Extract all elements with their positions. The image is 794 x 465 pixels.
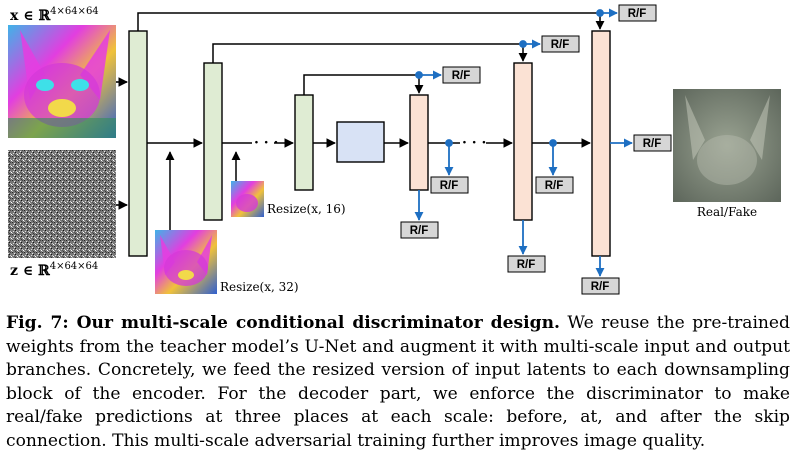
- encoder-block-3: [294, 94, 314, 191]
- rf-box-decoder2-after: R/F: [507, 255, 546, 273]
- svg-text:R/F: R/F: [628, 8, 647, 20]
- input-x-image: [8, 25, 116, 138]
- resize-32-image: [155, 230, 217, 294]
- rf-box-decoder3-at: R/F: [633, 134, 672, 152]
- decoder-block-2: [513, 62, 533, 221]
- ellipsis-decoder: · · ·: [462, 135, 486, 151]
- decoder-block-1: [409, 94, 429, 191]
- input-z-noise-image: [8, 150, 116, 258]
- encoder-block-1: [128, 30, 148, 257]
- rf-box-decoder2-at: R/F: [535, 176, 574, 194]
- rf-box-decoder3-after: R/F: [581, 277, 620, 295]
- rf-box-decoder2-before: R/F: [541, 35, 580, 53]
- output-real-fake-image: [673, 89, 781, 202]
- svg-text:R/F: R/F: [410, 225, 429, 237]
- decoder-block-3: [591, 30, 611, 257]
- caption-lead: Fig. 7: Our multi-scale conditional disc…: [6, 313, 560, 333]
- svg-text:R/F: R/F: [643, 138, 662, 150]
- rf-box-decoder1-after: R/F: [400, 221, 439, 239]
- rf-box-decoder3-before: R/F: [618, 4, 657, 22]
- svg-text:R/F: R/F: [551, 39, 570, 51]
- output-label: Real/Fake: [697, 205, 757, 219]
- discriminator-diagram: x ∈ ℝ4×64×64 z ∈ ℝ4×64×64 · · · · · ·: [8, 4, 781, 295]
- caption-body: We reuse the pre-trained weights from th…: [6, 313, 790, 451]
- rf-box-decoder1-before: R/F: [442, 66, 481, 84]
- svg-text:R/F: R/F: [591, 281, 610, 293]
- svg-text:R/F: R/F: [517, 259, 536, 271]
- svg-text:R/F: R/F: [452, 70, 471, 82]
- svg-text:R/F: R/F: [440, 180, 459, 192]
- ellipsis-encoder: · · ·: [254, 135, 278, 151]
- figure-caption: Fig. 7: Our multi-scale conditional disc…: [6, 312, 790, 454]
- rf-box-decoder1-at: R/F: [430, 176, 469, 194]
- input-z-label: z ∈ ℝ4×64×64: [10, 261, 98, 279]
- encoder-block-2: [203, 62, 223, 221]
- svg-text:R/F: R/F: [545, 180, 564, 192]
- resize-16-image: [231, 181, 264, 217]
- middle-block: [336, 121, 385, 163]
- input-x-label: x ∈ ℝ4×64×64: [10, 6, 99, 24]
- resize-16-label: Resize(x, 16): [267, 202, 346, 216]
- resize-32-label: Resize(x, 32): [220, 280, 299, 294]
